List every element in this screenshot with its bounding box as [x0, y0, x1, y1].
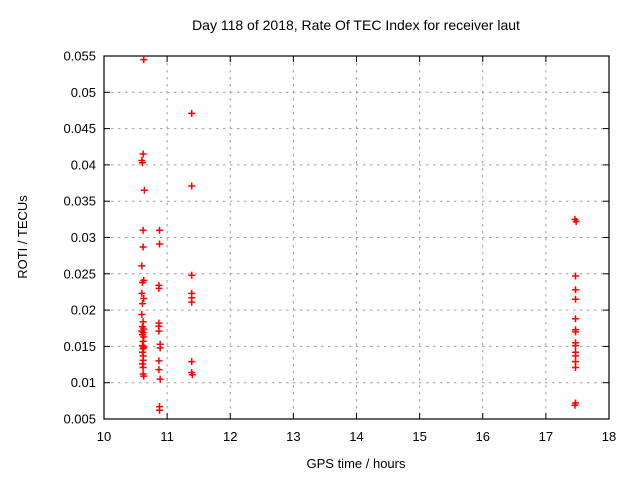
- x-tick-label: 12: [223, 429, 237, 444]
- data-point-layer: [138, 56, 580, 414]
- data-point: [139, 159, 147, 167]
- data-point: [188, 298, 196, 306]
- data-point: [140, 294, 148, 302]
- x-tick-label: 13: [286, 429, 300, 444]
- x-tick-label: 10: [97, 429, 111, 444]
- y-tick-label: 0.02: [71, 303, 96, 318]
- y-tick-label: 0.03: [71, 230, 96, 245]
- data-point: [571, 401, 579, 409]
- data-point: [188, 358, 196, 366]
- y-axis-title: ROTI / TECUs: [15, 195, 30, 279]
- data-point: [572, 328, 580, 336]
- data-point: [138, 310, 146, 318]
- y-tick-label: 0.01: [71, 375, 96, 390]
- x-tick-label: 18: [602, 429, 616, 444]
- data-point: [138, 262, 146, 270]
- data-point: [155, 357, 163, 365]
- chart-title: Day 118 of 2018, Rate Of TEC Index for r…: [192, 17, 520, 33]
- data-point: [140, 56, 148, 64]
- x-tick-label: 14: [349, 429, 363, 444]
- data-point: [140, 186, 148, 194]
- y-tick-label: 0.035: [63, 194, 96, 209]
- data-point: [139, 363, 147, 371]
- y-tick-label: 0.05: [71, 85, 96, 100]
- tick-label-layer: 10 11 12 13 14 15 16 17 18 0.005 0.01 0.015 0.02 0.02…: [63, 49, 616, 445]
- x-axis-title: GPS time / hours: [307, 456, 406, 471]
- data-point: [572, 218, 580, 226]
- data-point: [139, 150, 147, 158]
- y-tick-label: 0.055: [63, 49, 96, 64]
- data-point: [139, 243, 147, 251]
- grid-layer: [104, 56, 609, 419]
- data-point: [139, 226, 147, 234]
- data-point: [138, 289, 146, 297]
- data-point: [572, 272, 580, 280]
- data-point: [572, 315, 580, 323]
- data-point: [155, 284, 163, 292]
- data-point: [156, 240, 164, 248]
- data-point: [156, 406, 164, 414]
- data-point: [572, 295, 580, 303]
- data-point: [188, 271, 196, 279]
- data-point: [139, 279, 147, 287]
- data-point: [188, 371, 196, 379]
- y-tick-label: 0.04: [71, 157, 96, 172]
- data-point: [572, 286, 580, 294]
- data-point: [572, 342, 580, 350]
- x-tick-label: 15: [412, 429, 426, 444]
- data-point: [188, 109, 196, 117]
- data-point: [139, 300, 147, 308]
- x-tick-label: 17: [539, 429, 553, 444]
- data-point: [156, 226, 164, 234]
- x-tick-label: 16: [476, 429, 490, 444]
- data-point: [140, 372, 148, 380]
- data-point: [572, 363, 580, 371]
- y-tick-label: 0.045: [63, 121, 96, 136]
- data-point: [156, 344, 164, 352]
- data-point: [188, 182, 196, 190]
- tick-layer: [103, 55, 610, 420]
- data-point: [156, 375, 164, 383]
- x-tick-label: 11: [160, 429, 174, 444]
- y-tick-label: 0.025: [63, 266, 96, 281]
- y-tick-label: 0.005: [63, 412, 96, 427]
- data-point: [155, 327, 163, 335]
- y-tick-label: 0.015: [63, 339, 96, 354]
- data-point: [155, 366, 163, 374]
